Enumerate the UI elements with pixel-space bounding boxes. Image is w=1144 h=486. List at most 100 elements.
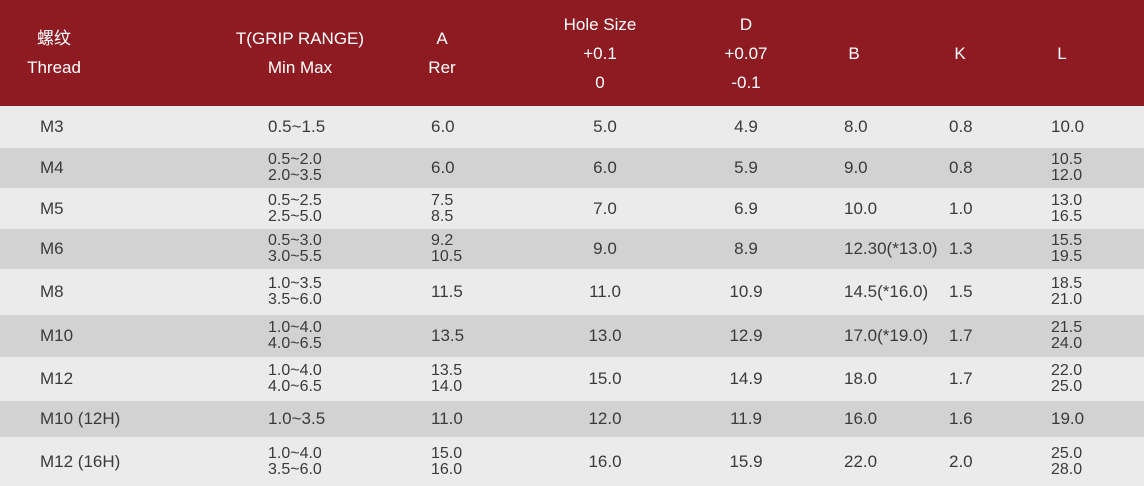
header-d-tol-plus: +0.07 [724,43,768,63]
cell-hole: 12.0 [560,401,650,437]
cell-k: 1.5 [949,269,989,315]
table-row: M6 0.5~3.0 3.0~5.5 9.2 10.5 9.0 8.9 12.30(*13.0… [0,229,1144,269]
cell-l-value: 24.0 [1051,335,1083,352]
cell-b-value: 16.0 [844,409,878,428]
cell-l: 10.5 12.0 [1051,148,1111,188]
cell-l-value: 21.0 [1051,291,1083,308]
cell-thread-value: M12 [40,369,74,388]
cell-b-value: 8.0 [844,117,868,136]
cell-k: 1.3 [949,229,989,269]
header-thread-en: Thread [27,58,81,77]
header-hole-tol-plus: +0.1 [583,43,617,63]
cell-d: 6.9 [706,188,786,229]
cell-a-value: 6.0 [431,158,455,177]
header-hole-size: Hole Size +0.1 0 [540,0,660,106]
header-a: A Rer [402,0,482,106]
cell-grip-value: 1.0~3.5 [268,409,326,428]
cell-hole: 11.0 [560,269,650,315]
cell-grip-value: 1.0~4.0 [268,319,322,336]
table-row: M5 0.5~2.5 2.5~5.0 7.5 8.5 7.0 6.9 10.0 1.0 13.0 1… [0,188,1144,229]
cell-hole-value: 7.0 [593,198,617,218]
cell-a: 6.0 [431,106,511,148]
cell-k-value: 2.0 [949,451,973,471]
cell-thread-value: M5 [40,198,64,218]
cell-k-value: 1.5 [949,282,973,301]
cell-b: 18.0 [844,357,954,401]
cell-k: 2.0 [949,437,989,486]
cell-l: 21.5 24.0 [1051,315,1111,357]
header-hole-title: Hole Size [563,14,637,34]
cell-a-value: 11.0 [431,409,463,428]
cell-b-value: 22.0 [844,451,878,471]
cell-hole-value: 9.0 [593,239,617,258]
header-l: L [1032,0,1092,106]
cell-grip-value: 1.0~4.0 [268,444,322,462]
cell-grip-value: 0.5~2.5 [268,191,322,209]
cell-k: 1.7 [949,357,989,401]
cell-k-value: 1.7 [949,326,973,345]
cell-grip-value: 1.0~4.0 [268,362,322,379]
header-grip-range: T(GRIP RANGE) Min Max [200,0,400,106]
cell-l-value: 21.5 [1051,319,1083,336]
cell-grip-value: 3.5~6.0 [268,460,322,478]
cell-b-value: 9.0 [844,158,868,177]
cell-a: 11.5 [431,269,511,315]
cell-d-value: 8.9 [734,239,758,258]
cell-d-value: 6.9 [734,198,758,218]
cell-a-value: 16.0 [431,460,463,478]
table-row: M3 0.5~1.5 6.0 5.0 4.9 8.0 0.8 10.0 [0,106,1144,148]
table-row: M4 0.5~2.0 2.0~3.5 6.0 6.0 5.9 9.0 0.8 10.5 12.0 [0,148,1144,188]
cell-grip: 0.5~2.5 2.5~5.0 [268,188,388,229]
cell-l: 15.5 19.5 [1051,229,1111,269]
cell-k-value: 1.0 [949,198,973,218]
cell-thread-value: M10 [40,326,74,345]
cell-d: 11.9 [706,401,786,437]
cell-b: 14.5(*16.0) [844,269,954,315]
cell-d-value: 10.9 [729,282,763,301]
cell-b-value: 18.0 [844,369,878,388]
cell-thread-value: M12 (16H) [40,451,121,471]
cell-d-value: 4.9 [734,117,758,136]
cell-l: 10.0 [1051,106,1111,148]
cell-b: 17.0(*19.0) [844,315,954,357]
cell-thread: M12 [40,357,180,401]
cell-b: 9.0 [844,148,954,188]
cell-l-value: 25.0 [1051,378,1083,395]
cell-l-value: 18.5 [1051,275,1083,292]
cell-k-value: 1.3 [949,239,973,258]
cell-grip-value: 2.0~3.5 [268,167,322,184]
cell-d: 5.9 [706,148,786,188]
cell-grip: 1.0~4.0 3.5~6.0 [268,437,388,486]
cell-d: 10.9 [706,269,786,315]
cell-grip-value: 0.5~3.0 [268,232,322,249]
cell-a-value: 8.5 [431,207,454,225]
cell-b-value: 12.30(*13.0) [844,239,938,258]
cell-hole-value: 12.0 [588,409,622,428]
cell-d: 14.9 [706,357,786,401]
cell-hole-value: 6.0 [593,158,617,177]
header-d: D +0.07 -0.1 [696,0,796,106]
cell-l-value: 19.0 [1051,409,1085,428]
table-row: M8 1.0~3.5 3.5~6.0 11.5 11.0 10.9 14.5(*16.0) 1… [0,269,1144,315]
table-row: M10 1.0~4.0 4.0~6.5 13.5 13.0 12.9 17.0(*19.0)… [0,315,1144,357]
cell-l: 13.0 16.5 [1051,188,1111,229]
cell-b: 16.0 [844,401,954,437]
cell-l: 18.5 21.0 [1051,269,1111,315]
cell-k-value: 0.8 [949,158,973,177]
cell-grip-value: 3.5~6.0 [268,291,322,308]
cell-l-value: 28.0 [1051,460,1083,478]
cell-thread: M5 [40,188,180,229]
cell-hole: 6.0 [560,148,650,188]
cell-k-value: 1.7 [949,369,973,388]
cell-grip-value: 0.5~1.5 [268,117,326,136]
cell-thread: M8 [40,269,180,315]
header-k: K [930,0,990,106]
cell-k: 0.8 [949,148,989,188]
cell-thread: M3 [40,106,180,148]
cell-l-value: 22.0 [1051,362,1083,379]
cell-l-value: 12.0 [1051,167,1083,184]
cell-thread: M10 [40,315,180,357]
cell-d: 15.9 [706,437,786,486]
cell-grip: 1.0~4.0 4.0~6.5 [268,315,388,357]
